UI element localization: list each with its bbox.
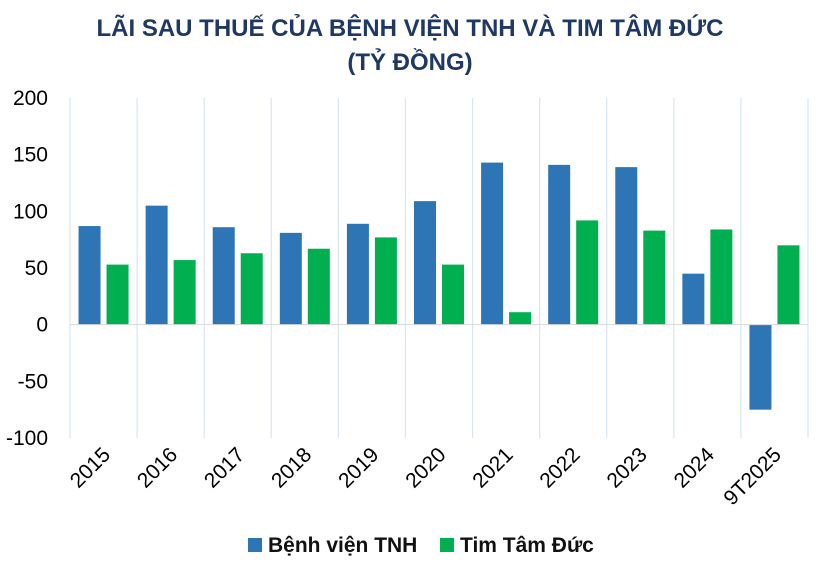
x-tick-label: 2024 [670,443,720,493]
bar-tim-tam-duc-2023 [643,230,666,325]
bar-tim-tam-duc-2015 [106,264,129,325]
chart-subtitle: (TỶ ĐỒNG) [347,47,472,76]
bar-tnh-2018 [279,232,302,325]
bar-tim-tam-duc-2019 [374,237,397,325]
bar-tim-tam-duc-2018 [307,248,330,325]
x-tick-label: 2019 [334,443,383,492]
bar-tnh-2022 [548,164,571,325]
bar-tnh-2017 [212,227,235,325]
bar-tnh-9T2025 [749,324,772,410]
bar-tnh-2019 [346,223,369,325]
y-tick-label: 150 [13,144,48,167]
chart-title: LÃI SAU THUẾ CỦA BỆNH VIỆN TNH VÀ TIM TÂ… [96,13,723,42]
x-tick-label: 2020 [401,443,450,492]
bar-tim-tam-duc-2022 [576,220,599,325]
legend-item-tnh-swatch [248,538,262,552]
bars [78,162,800,410]
bar-tnh-2020 [414,201,436,325]
gridlines [69,98,809,438]
y-tick-label: 0 [36,314,48,337]
x-tick-label: 2021 [468,443,517,492]
y-tick-label: 100 [13,200,48,223]
legend-item-tim-tam-duc-swatch [440,538,454,552]
legend-item-tnh-label: Bệnh viện TNH [268,534,417,557]
x-tick-label: 2022 [535,443,584,492]
y-tick-label: 50 [25,257,48,280]
bar-tim-tam-duc-2024 [710,229,733,325]
legend-item-tim-tam-duc-label: Tim Tâm Đức [460,534,594,557]
bar-tim-tam-duc-2017 [240,253,263,325]
bar-tim-tam-duc-2021 [509,312,532,325]
bar-tnh-2016 [145,205,168,325]
bar-tim-tam-duc-2020 [442,264,464,325]
x-tick-label: 2017 [200,443,249,492]
y-tick-label: -100 [6,427,48,450]
bar-tnh-2024 [682,273,705,325]
x-tick-label: 2015 [66,443,115,492]
x-tick-label: 9T2025 [719,443,786,510]
bar-tim-tam-duc-9T2025 [777,245,800,325]
legend: Bệnh viện TNH Tim Tâm Đức [248,534,594,557]
x-tick-label: 2023 [603,443,652,492]
bar-tnh-2015 [78,226,101,325]
x-tick-label: 2016 [133,443,182,492]
y-tick-label: 200 [13,87,48,110]
x-tick-label: 2018 [267,443,316,492]
bar-tnh-2021 [481,162,504,325]
bar-tim-tam-duc-2016 [173,260,196,325]
y-tick-label: -50 [18,370,48,393]
bar-tnh-2023 [615,167,638,325]
